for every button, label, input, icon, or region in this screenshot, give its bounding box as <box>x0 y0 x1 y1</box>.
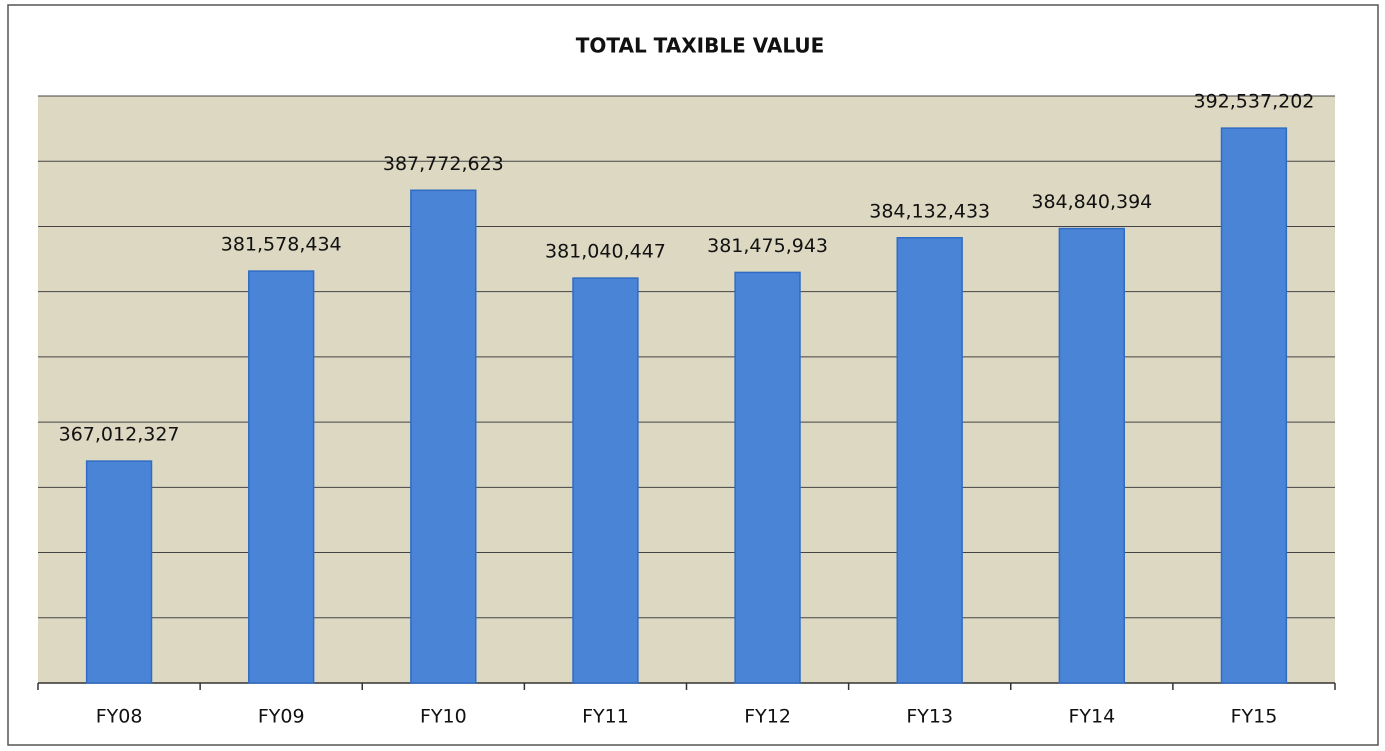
x-tick-label: FY11 <box>582 706 629 728</box>
data-label: 392,537,202 <box>1194 91 1315 113</box>
bar <box>1058 227 1125 684</box>
x-tick-label: FY09 <box>258 706 305 728</box>
x-tick-label: FY12 <box>744 706 791 728</box>
x-tick-label: FY14 <box>1068 706 1115 728</box>
data-label: 384,132,433 <box>869 200 990 222</box>
x-tick-label: FY15 <box>1231 706 1278 728</box>
bar <box>85 460 153 684</box>
bar <box>896 237 963 684</box>
data-label: 384,840,394 <box>1031 191 1152 213</box>
x-tick-label: FY13 <box>906 706 953 728</box>
x-tick-label: FY08 <box>96 706 143 728</box>
bar <box>572 277 639 684</box>
data-label: 387,772,623 <box>383 153 504 175</box>
bar <box>734 271 801 684</box>
bar <box>410 189 477 684</box>
chart-title: TOTAL TAXIBLE VALUE <box>576 34 825 58</box>
data-label: 367,012,327 <box>59 424 180 446</box>
plot-area <box>38 96 1335 683</box>
bar <box>1220 127 1288 684</box>
bar <box>248 270 315 684</box>
data-label: 381,578,434 <box>221 234 342 256</box>
x-tick-label: FY10 <box>420 706 467 728</box>
data-label: 381,475,943 <box>707 235 828 257</box>
data-label: 381,040,447 <box>545 241 666 263</box>
